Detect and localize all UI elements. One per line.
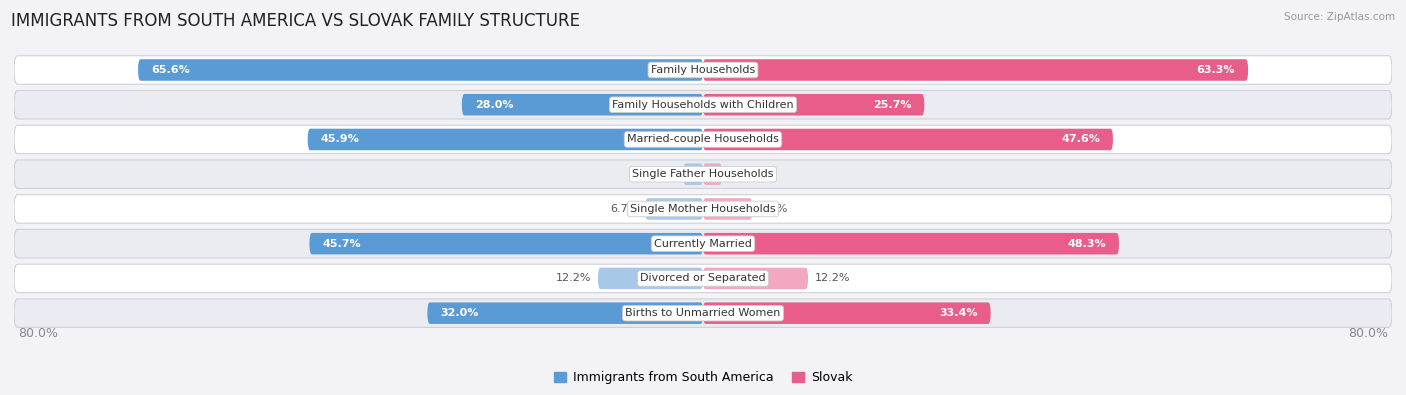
FancyBboxPatch shape: [703, 303, 991, 324]
Text: 28.0%: 28.0%: [475, 100, 513, 110]
FancyBboxPatch shape: [14, 299, 1392, 327]
Text: 80.0%: 80.0%: [1347, 327, 1388, 340]
FancyBboxPatch shape: [14, 125, 1392, 154]
Text: 12.2%: 12.2%: [815, 273, 851, 284]
FancyBboxPatch shape: [683, 164, 703, 185]
Text: Source: ZipAtlas.com: Source: ZipAtlas.com: [1284, 12, 1395, 22]
FancyBboxPatch shape: [14, 56, 1392, 84]
FancyBboxPatch shape: [703, 198, 752, 220]
Text: Births to Unmarried Women: Births to Unmarried Women: [626, 308, 780, 318]
Text: 63.3%: 63.3%: [1197, 65, 1236, 75]
Text: 45.9%: 45.9%: [321, 134, 360, 145]
FancyBboxPatch shape: [14, 264, 1392, 293]
Text: 48.3%: 48.3%: [1067, 239, 1107, 249]
Text: Single Mother Households: Single Mother Households: [630, 204, 776, 214]
Text: Single Father Households: Single Father Households: [633, 169, 773, 179]
FancyBboxPatch shape: [598, 268, 703, 289]
FancyBboxPatch shape: [703, 59, 1249, 81]
Text: 47.6%: 47.6%: [1062, 134, 1099, 145]
Text: 65.6%: 65.6%: [150, 65, 190, 75]
FancyBboxPatch shape: [703, 164, 721, 185]
FancyBboxPatch shape: [703, 94, 924, 115]
Text: 6.7%: 6.7%: [610, 204, 638, 214]
FancyBboxPatch shape: [645, 198, 703, 220]
FancyBboxPatch shape: [14, 229, 1392, 258]
Text: 33.4%: 33.4%: [939, 308, 977, 318]
Text: 2.3%: 2.3%: [648, 169, 676, 179]
Text: 32.0%: 32.0%: [440, 308, 478, 318]
Text: 2.2%: 2.2%: [728, 169, 758, 179]
Text: 25.7%: 25.7%: [873, 100, 911, 110]
FancyBboxPatch shape: [703, 233, 1119, 254]
Text: 5.7%: 5.7%: [759, 204, 787, 214]
FancyBboxPatch shape: [703, 129, 1114, 150]
Text: Family Households with Children: Family Households with Children: [612, 100, 794, 110]
Text: Currently Married: Currently Married: [654, 239, 752, 249]
Text: 12.2%: 12.2%: [555, 273, 591, 284]
Text: Married-couple Households: Married-couple Households: [627, 134, 779, 145]
FancyBboxPatch shape: [427, 303, 703, 324]
FancyBboxPatch shape: [308, 129, 703, 150]
FancyBboxPatch shape: [309, 233, 703, 254]
Text: Family Households: Family Households: [651, 65, 755, 75]
Text: IMMIGRANTS FROM SOUTH AMERICA VS SLOVAK FAMILY STRUCTURE: IMMIGRANTS FROM SOUTH AMERICA VS SLOVAK …: [11, 12, 581, 30]
Legend: Immigrants from South America, Slovak: Immigrants from South America, Slovak: [554, 371, 852, 384]
FancyBboxPatch shape: [14, 90, 1392, 119]
FancyBboxPatch shape: [14, 195, 1392, 223]
Text: 80.0%: 80.0%: [18, 327, 59, 340]
FancyBboxPatch shape: [703, 268, 808, 289]
Text: 45.7%: 45.7%: [322, 239, 361, 249]
FancyBboxPatch shape: [461, 94, 703, 115]
Text: Divorced or Separated: Divorced or Separated: [640, 273, 766, 284]
FancyBboxPatch shape: [14, 160, 1392, 188]
FancyBboxPatch shape: [138, 59, 703, 81]
